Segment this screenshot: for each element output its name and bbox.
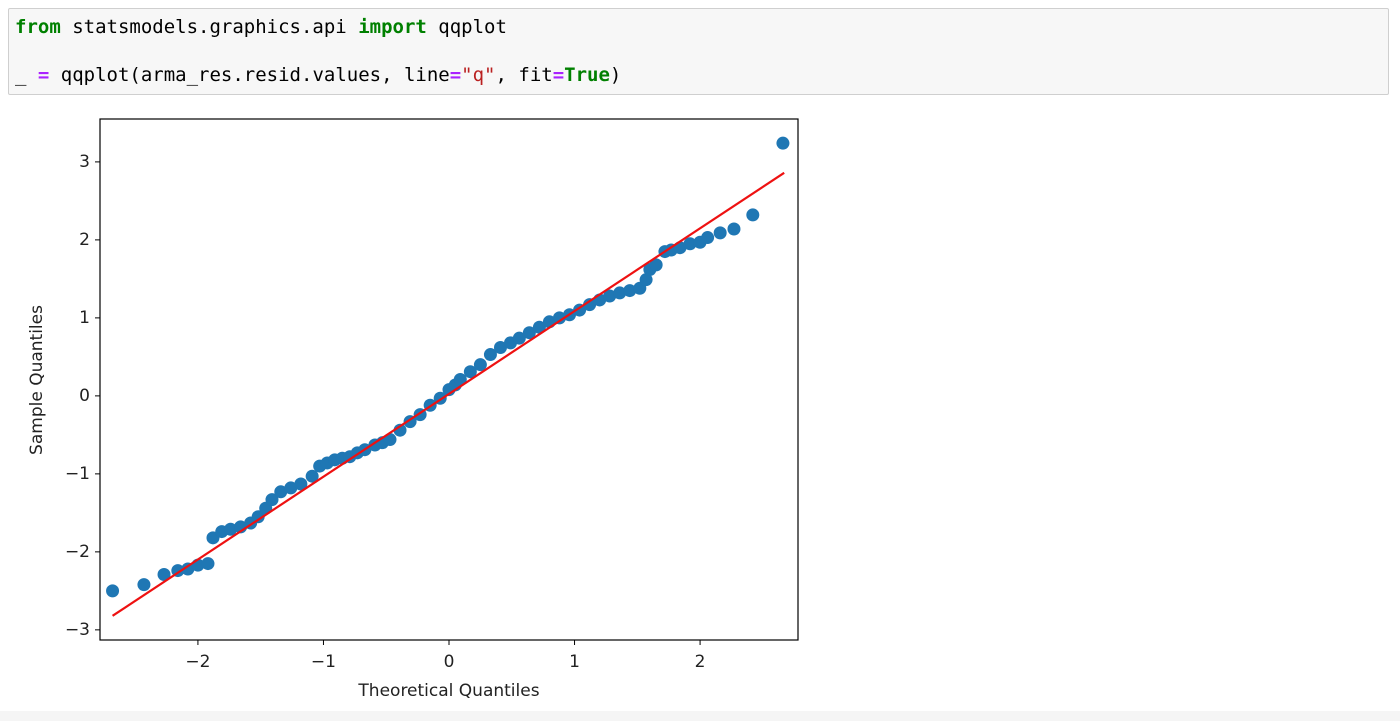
code-token: "q": [461, 64, 496, 86]
point: [251, 510, 265, 524]
point: [583, 298, 597, 312]
point: [201, 557, 215, 571]
point: [623, 284, 637, 298]
footer-strip: [0, 711, 1400, 721]
code-token: statsmodels.graphics.api: [60, 16, 359, 38]
code-token: from: [15, 16, 61, 38]
x-tick-label: 1: [569, 652, 580, 672]
fit-line: [111, 171, 785, 617]
y-tick-label: −2: [65, 542, 90, 562]
point: [265, 493, 279, 507]
plot-frame: [99, 118, 799, 641]
code-line: from statsmodels.graphics.api import qqp…: [15, 15, 621, 39]
point: [713, 226, 727, 240]
code-token: , fit: [495, 64, 553, 86]
point: [157, 567, 171, 581]
y-tick-label: −3: [65, 620, 90, 640]
code-token: import: [358, 16, 427, 38]
point: [522, 326, 536, 340]
point: [603, 289, 617, 303]
point: [746, 208, 760, 222]
code-line: _ = qqplot(arma_res.resid.values, line="…: [15, 63, 621, 87]
code-line: [15, 39, 621, 63]
y-tick-label: 1: [79, 308, 90, 328]
point: [463, 365, 477, 379]
point: [727, 222, 741, 236]
x-tick-label: 0: [444, 652, 455, 672]
point: [532, 320, 546, 334]
point: [137, 578, 151, 592]
point: [294, 477, 308, 491]
point: [224, 522, 238, 536]
code-token: =: [449, 64, 462, 86]
point: [552, 311, 566, 325]
y-tick-label: 3: [79, 152, 90, 172]
y-axis-label: Sample Quantiles: [27, 305, 47, 455]
code-token: qqplot: [426, 16, 507, 38]
point: [274, 485, 288, 499]
point: [649, 258, 663, 272]
point: [473, 358, 487, 372]
point: [106, 584, 120, 598]
point: [776, 136, 790, 150]
point: [453, 373, 467, 386]
point: [383, 433, 397, 447]
point: [613, 286, 627, 300]
point: [701, 231, 715, 245]
point: [639, 273, 653, 287]
x-axis-label: Theoretical Quantiles: [357, 681, 539, 701]
point: [305, 469, 319, 483]
point: [483, 348, 497, 362]
code-token: True: [564, 64, 610, 86]
x-tick-label: −1: [311, 652, 336, 672]
code-token: qqplot(arma_res.resid.values, line: [49, 64, 450, 86]
code-token: =: [37, 64, 50, 86]
point: [181, 562, 195, 576]
y-tick-label: −1: [65, 464, 90, 484]
point: [393, 423, 407, 437]
code-token: _: [15, 64, 38, 86]
point: [512, 331, 526, 345]
code-token: =: [552, 64, 565, 86]
point: [493, 341, 507, 355]
y-tick-label: 2: [79, 230, 90, 250]
point: [284, 481, 298, 495]
code-cell[interactable]: from statsmodels.graphics.api import qqp…: [8, 8, 1389, 95]
y-tick-label: 0: [79, 386, 90, 406]
code-token: ): [609, 64, 622, 86]
x-tick-label: −2: [185, 652, 210, 672]
point: [683, 237, 697, 251]
code: from statsmodels.graphics.api import qqp…: [15, 15, 621, 87]
chart: Theoretical Quantiles Sample Quantiles −…: [27, 118, 799, 701]
x-tick-label: 2: [695, 652, 706, 672]
